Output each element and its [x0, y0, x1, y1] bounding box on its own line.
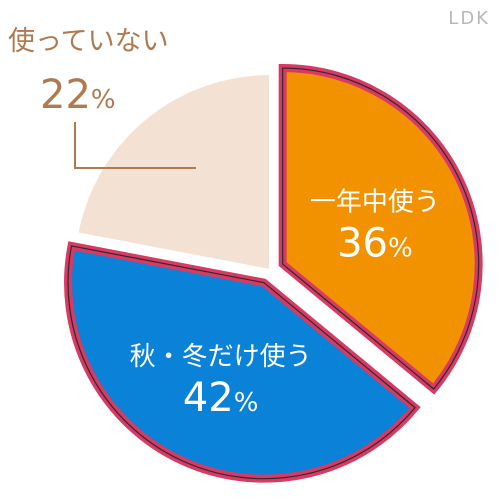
leader-line [74, 122, 196, 169]
slice-value: 22% [40, 72, 116, 118]
pie-slice-seam [67, 245, 416, 480]
slice-label: 秋・冬だけ使う [130, 342, 312, 372]
pie-slice-seam [282, 67, 480, 390]
brand-logo: LDK [448, 8, 490, 29]
slice-label: 一年中使う [310, 188, 440, 218]
slice-label: 使っていない [8, 26, 169, 57]
pie-slice [76, 72, 271, 272]
